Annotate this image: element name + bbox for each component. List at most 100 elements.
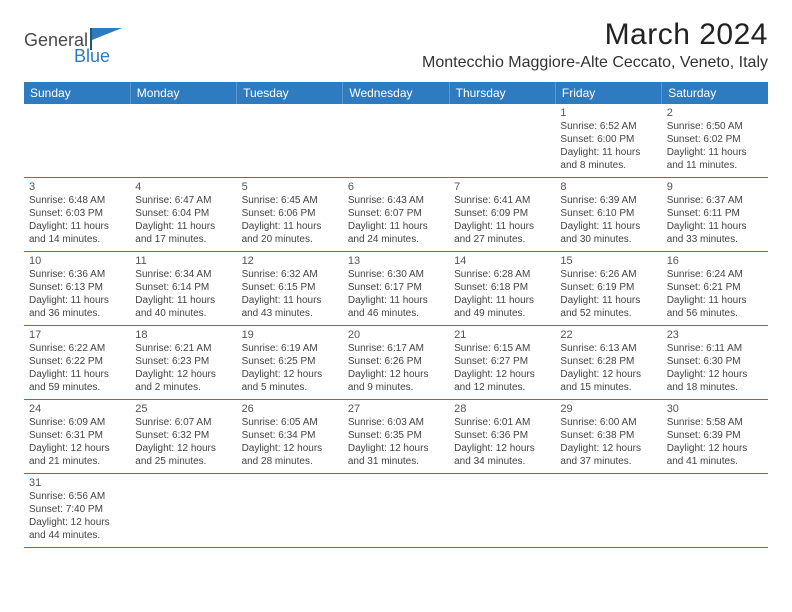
calendar-week-row: 17Sunrise: 6:22 AMSunset: 6:22 PMDayligh… [24,326,768,400]
daylight-text: and 44 minutes. [29,529,125,542]
sunset-text: Sunset: 6:00 PM [560,133,656,146]
daylight-text: and 14 minutes. [29,233,125,246]
day-number: 11 [135,255,231,267]
sunrise-text: Sunrise: 6:48 AM [29,194,125,207]
weekday-header: Monday [130,82,236,104]
sunrise-text: Sunrise: 5:58 AM [667,416,763,429]
sunset-text: Sunset: 6:30 PM [667,355,763,368]
sunrise-text: Sunrise: 6:24 AM [667,268,763,281]
sunset-text: Sunset: 6:15 PM [242,281,338,294]
calendar-day-cell: 15Sunrise: 6:26 AMSunset: 6:19 PMDayligh… [555,252,661,326]
daylight-text: Daylight: 12 hours [667,368,763,381]
calendar-day-cell: 2Sunrise: 6:50 AMSunset: 6:02 PMDaylight… [662,104,768,178]
day-number: 10 [29,255,125,267]
daylight-text: and 30 minutes. [560,233,656,246]
brand-text-2: Blue [74,46,110,66]
daylight-text: and 49 minutes. [454,307,550,320]
daylight-text: Daylight: 11 hours [454,294,550,307]
calendar-body: 1Sunrise: 6:52 AMSunset: 6:00 PMDaylight… [24,104,768,548]
calendar-day-cell [237,104,343,178]
day-number: 23 [667,329,763,341]
sunset-text: Sunset: 6:18 PM [454,281,550,294]
sunset-text: Sunset: 7:40 PM [29,503,125,516]
daylight-text: Daylight: 12 hours [29,516,125,529]
daylight-text: Daylight: 12 hours [135,368,231,381]
daylight-text: and 24 minutes. [348,233,444,246]
sunset-text: Sunset: 6:03 PM [29,207,125,220]
calendar-week-row: 3Sunrise: 6:48 AMSunset: 6:03 PM Daylight… [24,178,768,252]
calendar-day-cell: 25Sunrise: 6:07 AMSunset: 6:32 PMDayligh… [130,400,236,474]
calendar-day-cell: 13Sunrise: 6:30 AMSunset: 6:17 PMDayligh… [343,252,449,326]
calendar-day-cell [343,104,449,178]
day-number: 19 [242,329,338,341]
sunrise-text: Sunrise: 6:45 AM [242,194,338,207]
daylight-text: and 18 minutes. [667,381,763,394]
daylight-text: Daylight: 11 hours [135,294,231,307]
daylight-text: Daylight: 11 hours [667,294,763,307]
day-number: 18 [135,329,231,341]
sunset-text: Sunset: 6:11 PM [667,207,763,220]
day-number: 31 [29,477,125,489]
daylight-text: and 11 minutes. [667,159,763,172]
sunset-text: Sunset: 6:21 PM [667,281,763,294]
sunset-text: Sunset: 6:04 PM [135,207,231,220]
day-number: 15 [560,255,656,267]
calendar-day-cell: 27Sunrise: 6:03 AMSunset: 6:35 PMDayligh… [343,400,449,474]
sunset-text: Sunset: 6:09 PM [454,207,550,220]
daylight-text: and 15 minutes. [560,381,656,394]
day-number: 3 [29,181,125,193]
sunrise-text: Sunrise: 6:28 AM [454,268,550,281]
sunrise-text: Sunrise: 6:00 AM [560,416,656,429]
calendar-week-row: 24Sunrise: 6:09 AMSunset: 6:31 PMDayligh… [24,400,768,474]
calendar-day-cell: 28Sunrise: 6:01 AMSunset: 6:36 PMDayligh… [449,400,555,474]
calendar-day-cell [343,474,449,548]
calendar-day-cell: 6Sunrise: 6:43 AMSunset: 6:07 PMDaylight… [343,178,449,252]
calendar-table: Sunday Monday Tuesday Wednesday Thursday… [24,82,768,548]
sunrise-text: Sunrise: 6:07 AM [135,416,231,429]
daylight-text: Daylight: 12 hours [560,368,656,381]
daylight-text: Daylight: 11 hours [560,220,656,233]
daylight-text: Daylight: 12 hours [667,442,763,455]
day-number: 26 [242,403,338,415]
sunset-text: Sunset: 6:07 PM [348,207,444,220]
daylight-text: Daylight: 11 hours [348,294,444,307]
calendar-day-cell: 3Sunrise: 6:48 AMSunset: 6:03 PMDaylight… [24,178,130,252]
sunset-text: Sunset: 6:13 PM [29,281,125,294]
daylight-text: Daylight: 11 hours [667,220,763,233]
logo-mark-icon: General Blue [24,24,134,66]
page-header: General Blue March 2024 Montecchio Maggi… [24,18,768,72]
day-number: 17 [29,329,125,341]
daylight-text: and 33 minutes. [667,233,763,246]
daylight-text: and 56 minutes. [667,307,763,320]
sunset-text: Sunset: 6:14 PM [135,281,231,294]
day-number: 27 [348,403,444,415]
calendar-day-cell: 8Sunrise: 6:39 AMSunset: 6:10 PMDaylight… [555,178,661,252]
daylight-text: and 41 minutes. [667,455,763,468]
daylight-text: Daylight: 12 hours [454,442,550,455]
daylight-text: and 27 minutes. [454,233,550,246]
weekday-header: Friday [555,82,661,104]
sunset-text: Sunset: 6:10 PM [560,207,656,220]
weekday-header: Saturday [662,82,768,104]
sunrise-text: Sunrise: 6:15 AM [454,342,550,355]
sunset-text: Sunset: 6:22 PM [29,355,125,368]
calendar-day-cell: 21Sunrise: 6:15 AMSunset: 6:27 PMDayligh… [449,326,555,400]
sunset-text: Sunset: 6:23 PM [135,355,231,368]
daylight-text: and 20 minutes. [242,233,338,246]
calendar-day-cell: 31Sunrise: 6:56 AMSunset: 7:40 PMDayligh… [24,474,130,548]
calendar-day-cell: 12Sunrise: 6:32 AMSunset: 6:15 PMDayligh… [237,252,343,326]
daylight-text: and 12 minutes. [454,381,550,394]
calendar-head: Sunday Monday Tuesday Wednesday Thursday… [24,82,768,104]
daylight-text: and 36 minutes. [29,307,125,320]
day-number: 14 [454,255,550,267]
sunrise-text: Sunrise: 6:30 AM [348,268,444,281]
calendar-day-cell: 24Sunrise: 6:09 AMSunset: 6:31 PMDayligh… [24,400,130,474]
day-number: 30 [667,403,763,415]
daylight-text: Daylight: 12 hours [348,368,444,381]
daylight-text: Daylight: 11 hours [454,220,550,233]
daylight-text: and 21 minutes. [29,455,125,468]
daylight-text: and 59 minutes. [29,381,125,394]
daylight-text: Daylight: 12 hours [454,368,550,381]
daylight-text: Daylight: 12 hours [29,442,125,455]
day-number: 16 [667,255,763,267]
